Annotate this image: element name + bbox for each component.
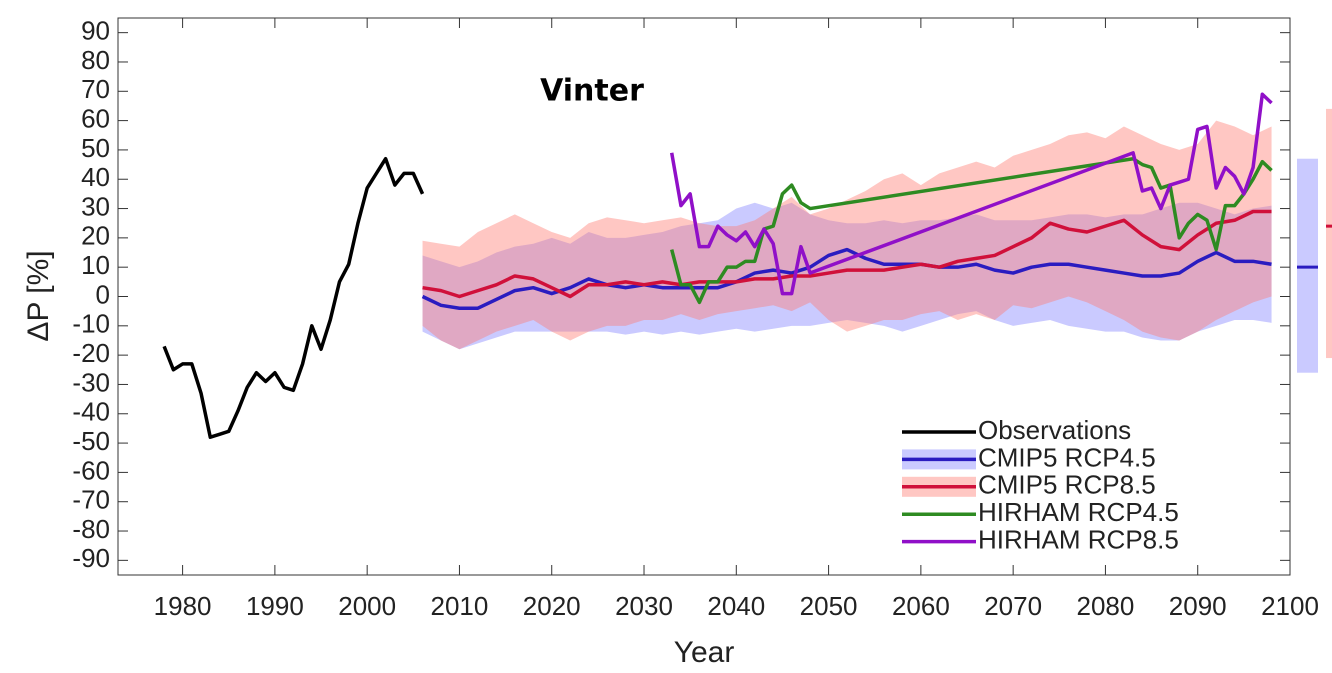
y-tick-label: -10 (72, 309, 110, 339)
y-tick-label: -20 (72, 338, 110, 368)
legend-label: HIRHAM RCP4.5 (978, 497, 1179, 527)
x-tick-label: 2080 (1077, 591, 1135, 621)
bands (422, 120, 1272, 350)
x-axis-label: Year (674, 636, 735, 669)
y-tick-label: -80 (72, 514, 110, 544)
series-line (669, 92, 1273, 296)
x-tick-label: 2100 (1261, 591, 1319, 621)
x-tick-label: 2070 (984, 591, 1042, 621)
y-tick-label: 60 (81, 103, 110, 133)
y-tick-label: 40 (81, 162, 110, 192)
x-tick-label: 2090 (1169, 591, 1227, 621)
lines (162, 92, 1273, 439)
y-tick-label: -40 (72, 397, 110, 427)
x-tick-label: 2020 (523, 591, 581, 621)
x-tick-label: 2040 (707, 591, 765, 621)
x-tick-label: 2000 (338, 591, 396, 621)
legend-label: CMIP5 RCP4.5 (978, 442, 1156, 472)
y-tick-label: -70 (72, 485, 110, 515)
x-tick-label: 2030 (615, 591, 673, 621)
x-tick-label: 2050 (800, 591, 858, 621)
legend-label: Observations (978, 415, 1131, 445)
y-tick-label: 70 (81, 74, 110, 104)
chart-title: Vinter (540, 74, 644, 109)
y-tick-label: 0 (96, 279, 110, 309)
x-tick-label: 1980 (154, 591, 212, 621)
end-range-bar (1326, 108, 1332, 359)
series-line (162, 156, 425, 439)
series-line (421, 247, 1272, 310)
y-tick-label: -50 (72, 426, 110, 456)
x-tick-label: 2060 (892, 591, 950, 621)
x-tick-label: 2010 (431, 591, 489, 621)
series-line (670, 156, 1273, 305)
y-tick-label: 20 (81, 221, 110, 251)
y-tick-label: 10 (81, 250, 110, 280)
range-band (422, 202, 1272, 350)
y-tick-label: 90 (81, 16, 110, 46)
y-axis-label: ΔP [%] (22, 250, 55, 341)
y-tick-label: -90 (72, 543, 110, 573)
y-tick-label: 80 (81, 45, 110, 75)
y-tick-label: -30 (72, 367, 110, 397)
series-line (422, 209, 1272, 299)
legend-label: CMIP5 RCP8.5 (978, 470, 1156, 500)
legend-label: HIRHAM RCP8.5 (978, 524, 1179, 554)
range-band (422, 120, 1272, 350)
y-tick-label: 50 (81, 133, 110, 163)
y-tick-label: 30 (81, 191, 110, 221)
y-tick-label: -60 (72, 455, 110, 485)
x-tick-label: 1990 (246, 591, 304, 621)
